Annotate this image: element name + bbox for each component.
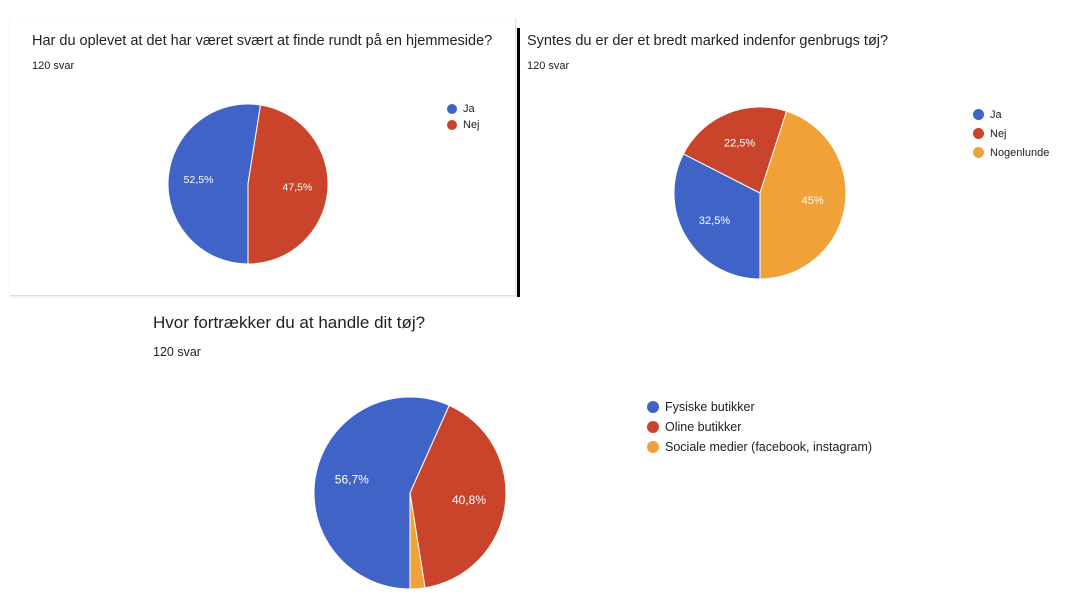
chart-3-title: Hvor fortrækker du at handle dit tøj? xyxy=(153,313,426,332)
chart-2-slice-2 xyxy=(682,106,788,194)
chart-2-legend-swatch-2 xyxy=(973,128,984,139)
chart-1-legend-item-1: Ja xyxy=(447,101,480,117)
chart-2-legend-swatch-3 xyxy=(973,147,984,158)
chart-3-slice-2 xyxy=(409,404,507,589)
chart-3-slice-1 xyxy=(313,396,450,590)
chart-1-legend-label-1: Ja xyxy=(463,103,475,115)
chart-1-legend-swatch-1 xyxy=(447,104,457,114)
chart-card-2: Syntes du er der et bredt marked indenfo… xyxy=(527,18,1067,295)
chart-1-slice-label-1: 52,5% xyxy=(184,174,214,186)
chart-1-legend-swatch-2 xyxy=(447,120,457,130)
chart-2-response-count: 120 svar xyxy=(527,60,570,72)
chart-1-slice-1 xyxy=(167,103,262,265)
chart-3-legend-label-3: Sociale medier (facebook, instagram) xyxy=(665,440,873,454)
chart-2-slice-1 xyxy=(673,153,761,280)
chart-3-response-count: 120 svar xyxy=(153,345,201,359)
chart-3-legend: Fysiske butikker Oline butikker Sociale me… xyxy=(647,397,872,457)
chart-2-slice-label-1: 32,5% xyxy=(699,215,730,227)
chart-2-legend: Ja Nej Nogenlunde xyxy=(973,105,1049,162)
chart-1-slice-2 xyxy=(247,104,329,265)
chart-3-legend-label-1: Fysiske butikker xyxy=(665,400,755,414)
chart-1-response-count: 120 svar xyxy=(32,60,75,72)
chart-3-legend-item-3: Sociale medier (facebook, instagram) xyxy=(647,437,872,457)
chart-3-legend-item-2: Oline butikker xyxy=(647,417,872,437)
chart-1-legend-label-2: Nej xyxy=(463,119,480,131)
chart-2-legend-item-1: Ja xyxy=(973,105,1049,124)
chart-3-legend-item-1: Fysiske butikker xyxy=(647,397,872,417)
chart-card-3: Hvor fortrækker du at handle dit tøj? 12… xyxy=(153,305,753,365)
chart-1-title: Har du oplevet at det har været svært at… xyxy=(32,33,493,49)
chart-3-legend-swatch-1 xyxy=(647,401,659,413)
chart-3-slice-3 xyxy=(409,492,426,590)
chart-card-1: Har du oplevet at det har været svært at… xyxy=(10,18,516,296)
chart-2-legend-swatch-1 xyxy=(973,109,984,120)
chart-2-legend-label-3: Nogenlunde xyxy=(990,146,1050,159)
chart-1-legend: Ja Nej xyxy=(447,101,480,133)
chart-3-pie: 56,7% 40,8% xyxy=(313,396,507,590)
divider xyxy=(517,28,520,297)
chart-3-slice-label-2: 40,8% xyxy=(452,493,486,507)
chart-3-legend-label-2: Oline butikker xyxy=(665,420,742,434)
chart-2-pie: 32,5% 22,5% 45% xyxy=(673,106,847,280)
chart-2-slice-label-3: 45% xyxy=(802,195,824,207)
chart-3-slice-label-1: 56,7% xyxy=(335,473,369,487)
chart-2-slice-3 xyxy=(759,110,847,280)
chart-2-title: Syntes du er der et bredt marked indenfo… xyxy=(527,33,889,49)
chart-1-slice-label-2: 47,5% xyxy=(283,182,313,194)
chart-2-legend-item-2: Nej xyxy=(973,124,1049,143)
chart-3-legend-swatch-3 xyxy=(647,441,659,453)
chart-2-slice-label-2: 22,5% xyxy=(724,138,755,150)
chart-1-pie: 52,5% 47,5% xyxy=(167,103,329,265)
chart-1-legend-item-2: Nej xyxy=(447,117,480,133)
chart-3-legend-swatch-2 xyxy=(647,421,659,433)
chart-2-legend-item-3: Nogenlunde xyxy=(973,143,1049,162)
chart-2-legend-label-2: Nej xyxy=(990,127,1007,140)
chart-2-legend-label-1: Ja xyxy=(990,108,1002,121)
